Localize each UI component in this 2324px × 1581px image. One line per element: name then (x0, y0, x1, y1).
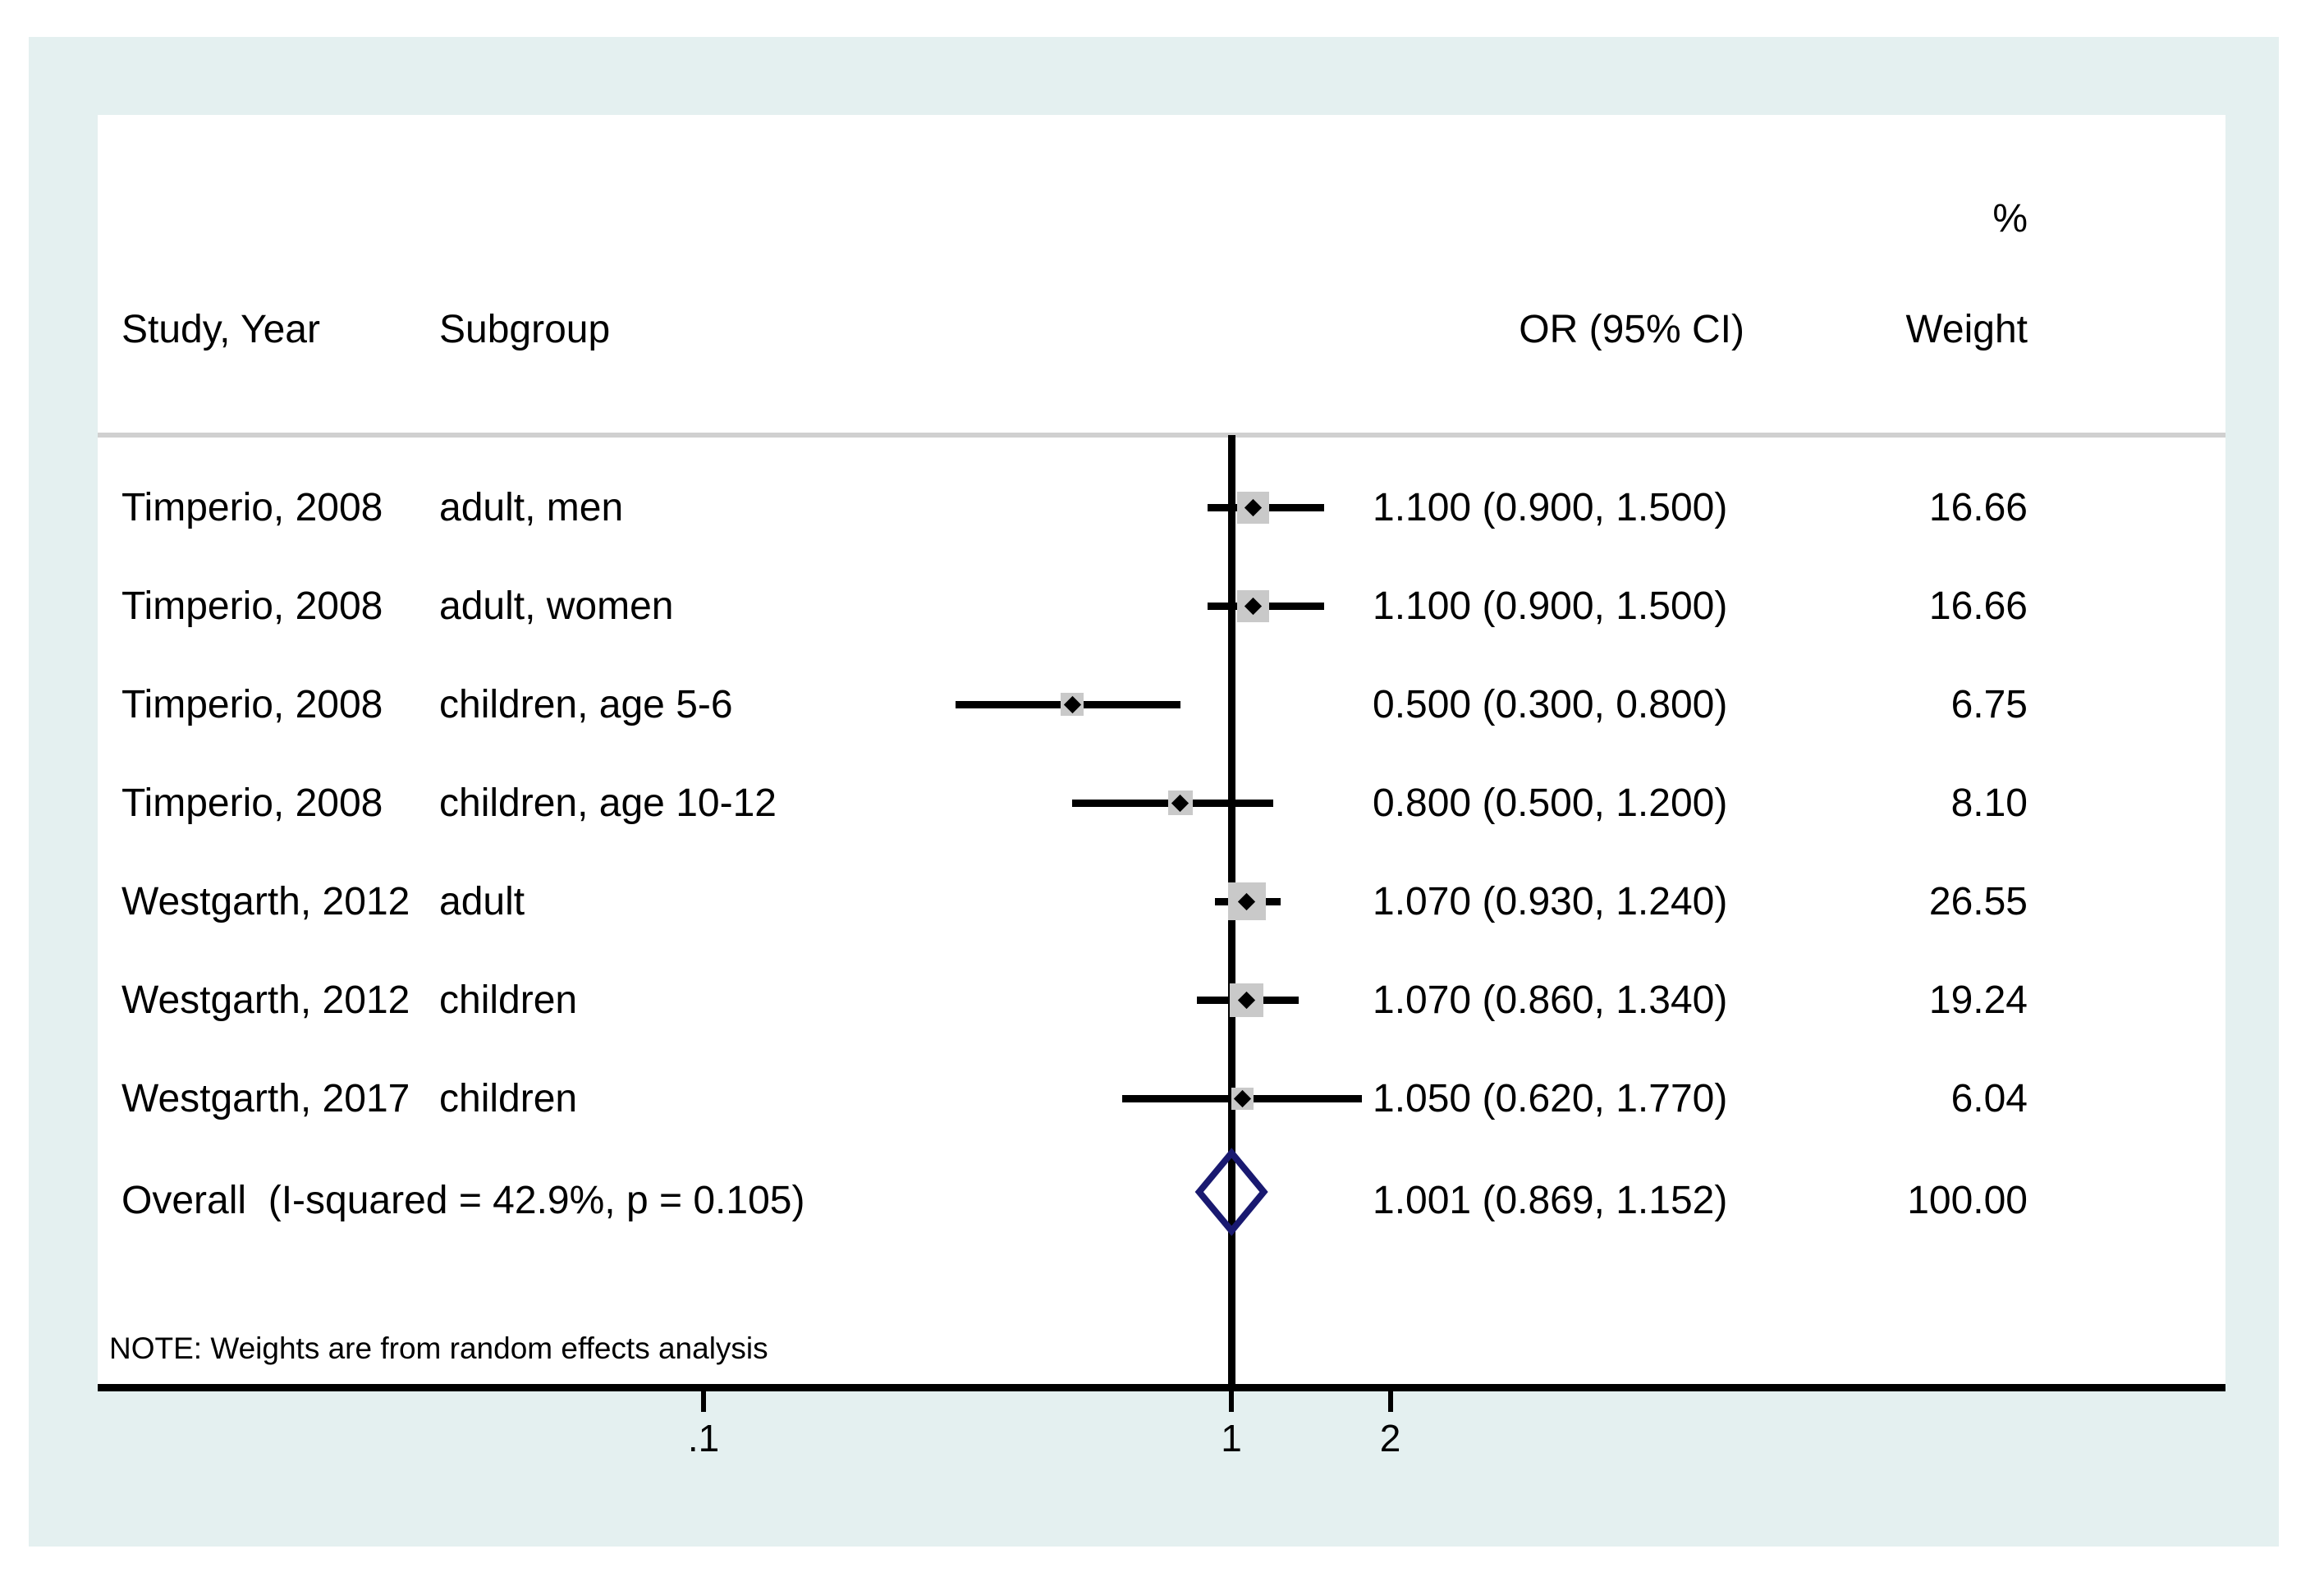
study-label: Westgarth, 2012 (121, 978, 410, 1022)
weight-value: 16.66 (1928, 584, 2028, 628)
weight-value: 6.75 (1950, 683, 2028, 726)
x-axis-tick-label: 1 (1221, 1417, 1242, 1460)
column-header-percent: % (1992, 197, 2028, 241)
study-label: Timperio, 2008 (121, 584, 383, 628)
plot-area (98, 115, 2225, 1388)
column-header-subgroup: Subgroup (439, 308, 611, 351)
study-label: Timperio, 2008 (121, 781, 383, 825)
study-label: Timperio, 2008 (121, 486, 383, 529)
x-axis-tick (1229, 1391, 1234, 1412)
study-label: Timperio, 2008 (121, 683, 383, 726)
weight-value: 6.04 (1950, 1077, 2028, 1120)
weight-value: 19.24 (1928, 978, 2028, 1022)
subgroup-label: adult, men (439, 486, 624, 529)
or-ci-value: 1.100 (0.900, 1.500) (1373, 584, 1728, 628)
study-label: Westgarth, 2012 (121, 880, 410, 923)
overall-or-ci-value: 1.001 (0.869, 1.152) (1373, 1179, 1728, 1222)
x-axis-line (98, 1384, 2225, 1391)
overall-weight-value: 100.00 (1907, 1179, 2028, 1222)
x-axis-tick (701, 1391, 706, 1412)
column-header-study-year: Study, Year (121, 308, 320, 351)
header-divider-line (98, 433, 2225, 438)
subgroup-label: children, age 5-6 (439, 683, 733, 726)
column-header-weight: Weight (1905, 308, 2028, 351)
weight-value: 26.55 (1928, 880, 2028, 923)
or-ci-value: 1.100 (0.900, 1.500) (1373, 486, 1728, 529)
subgroup-label: children, age 10-12 (439, 781, 777, 825)
x-axis-tick-label: .1 (687, 1417, 720, 1460)
column-header-or-ci: OR (95% CI) (1519, 308, 1744, 351)
or-ci-value: 1.070 (0.930, 1.240) (1373, 880, 1728, 923)
or-ci-value: 1.050 (0.620, 1.770) (1373, 1077, 1728, 1120)
subgroup-label: children (439, 1077, 578, 1120)
x-axis-tick (1387, 1391, 1393, 1412)
subgroup-label: adult (439, 880, 525, 923)
note-text: NOTE: Weights are from random effects an… (109, 1331, 768, 1365)
or-ci-value: 1.070 (0.860, 1.340) (1373, 978, 1728, 1022)
or-ci-value: 0.500 (0.300, 0.800) (1373, 683, 1728, 726)
or-ci-value: 0.800 (0.500, 1.200) (1373, 781, 1728, 825)
subgroup-label: children (439, 978, 578, 1022)
weight-value: 16.66 (1928, 486, 2028, 529)
study-label: Westgarth, 2017 (121, 1077, 410, 1120)
subgroup-label: adult, women (439, 584, 674, 628)
x-axis-tick-label: 2 (1379, 1417, 1401, 1460)
weight-value: 8.10 (1950, 781, 2028, 825)
overall-label: Overall (I-squared = 42.9%, p = 0.105) (121, 1179, 805, 1222)
